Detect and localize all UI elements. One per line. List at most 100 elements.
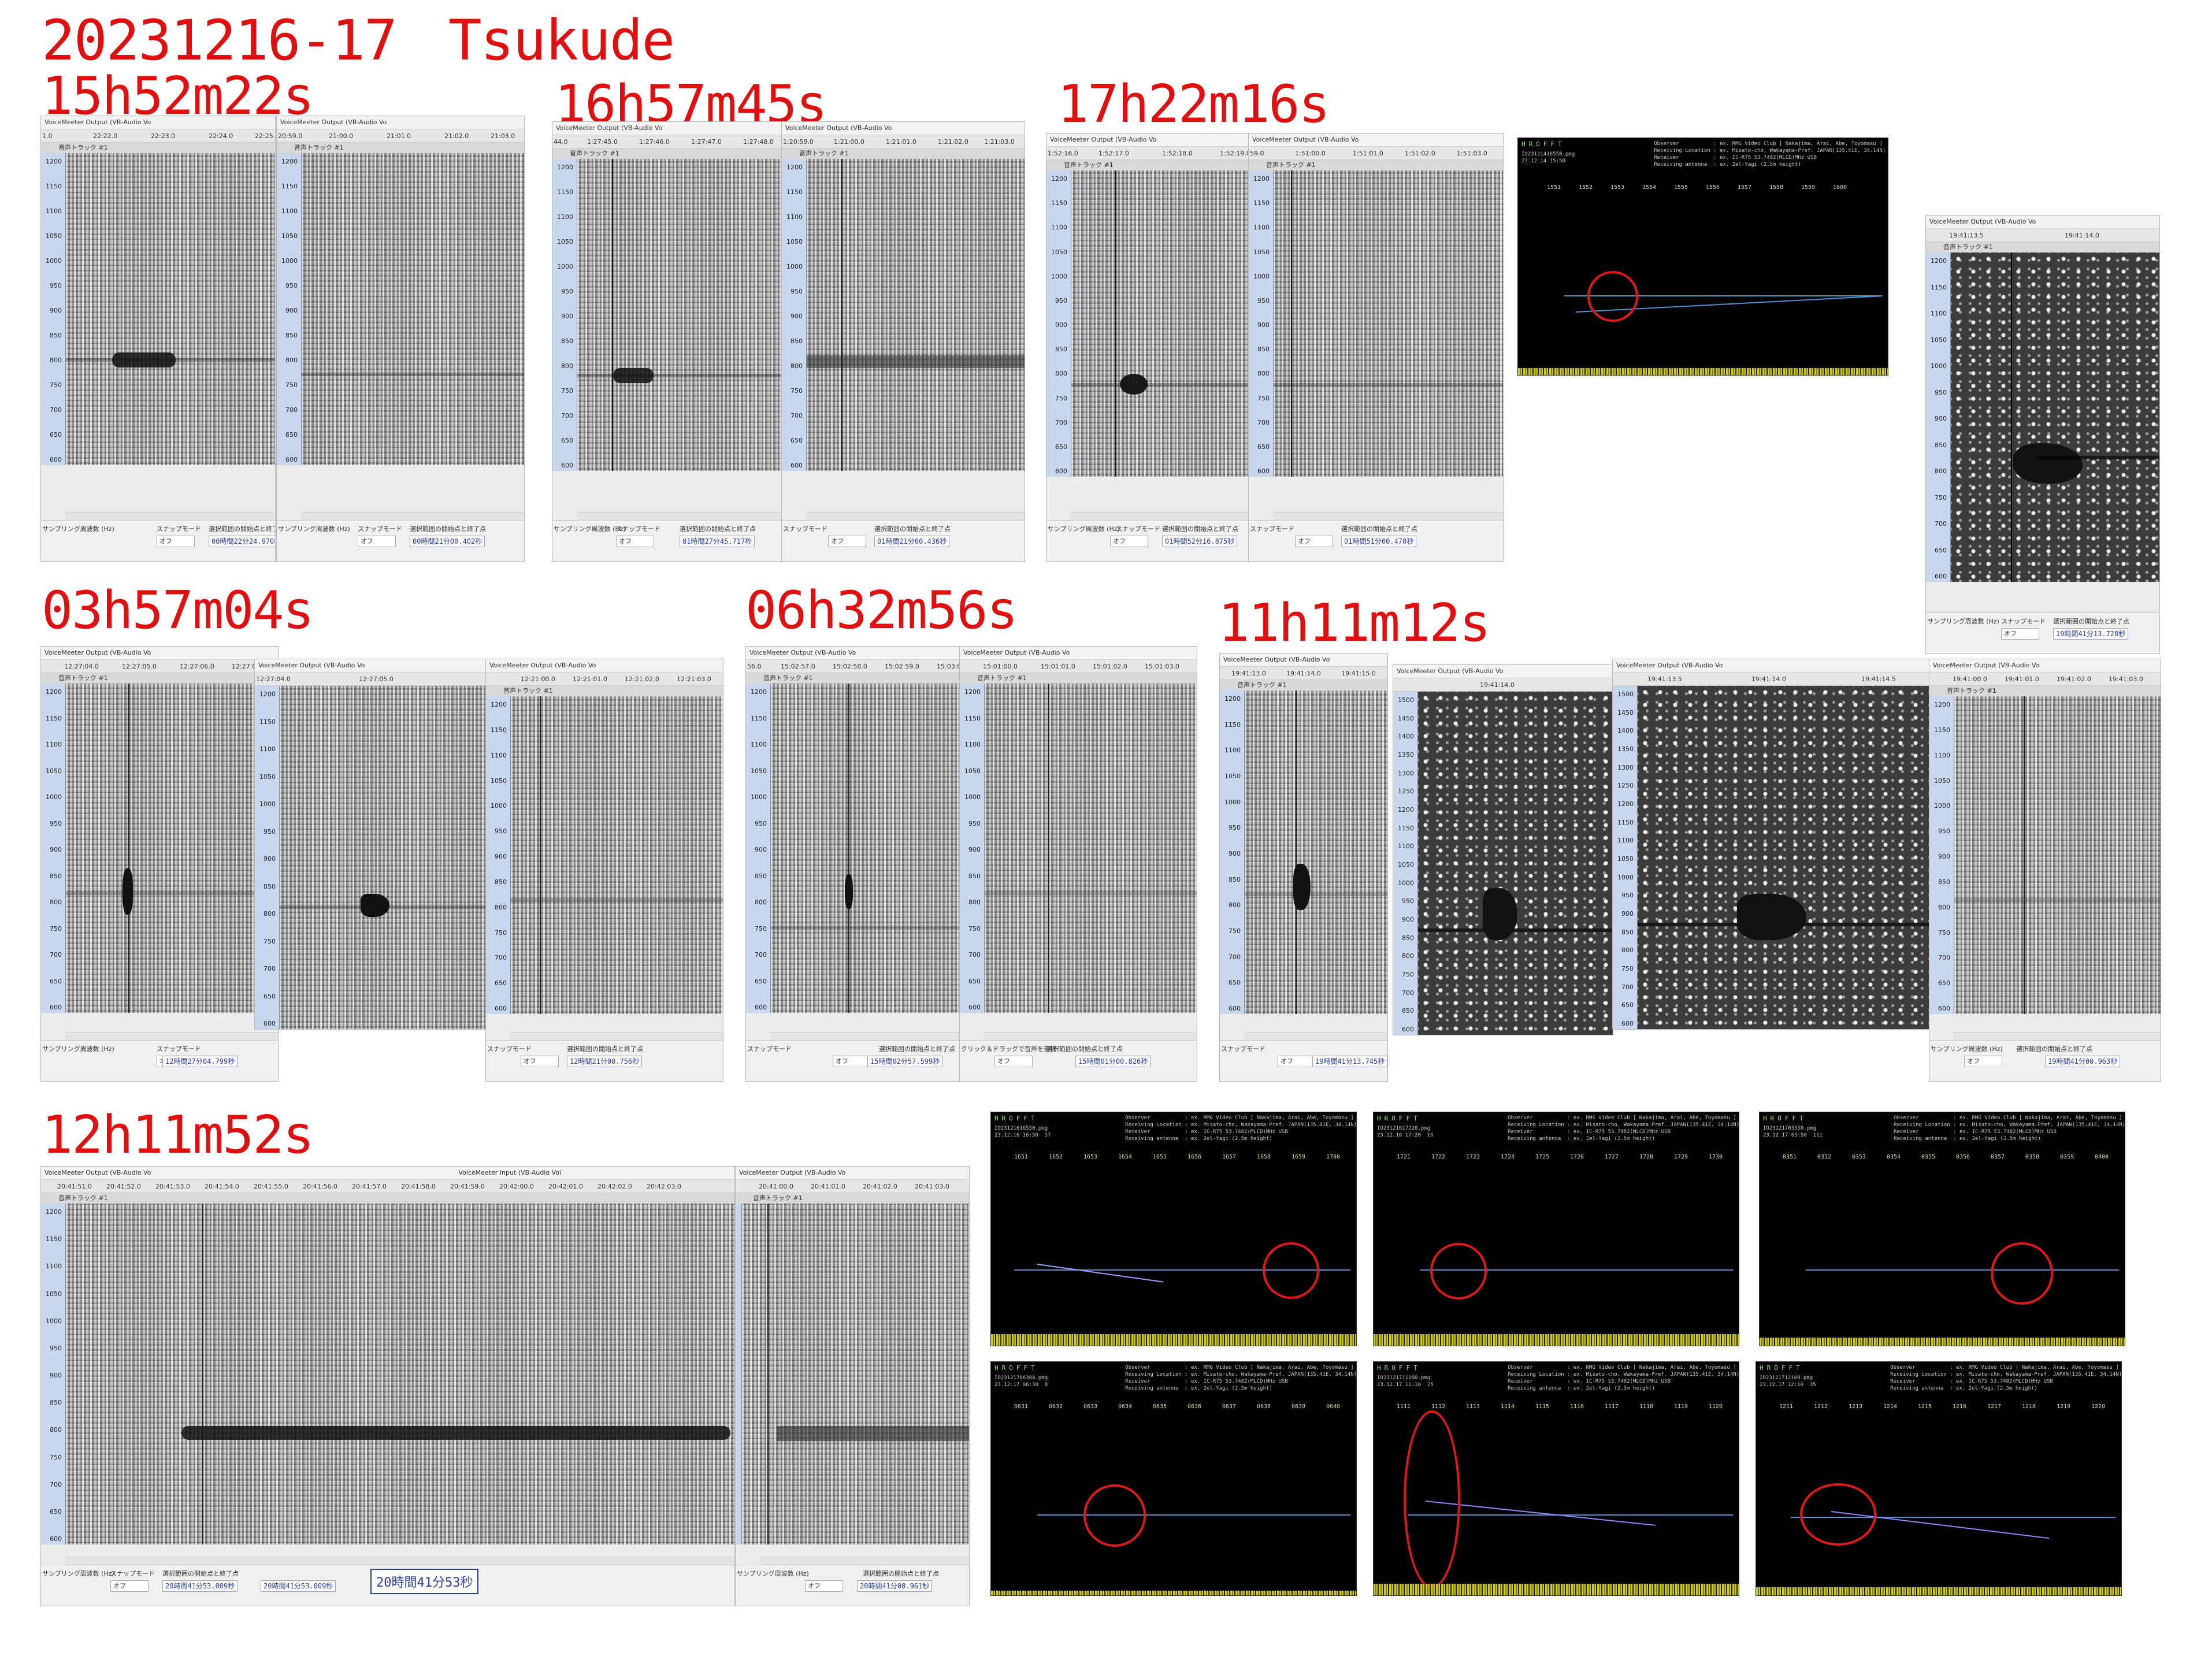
frequency-tick: 700	[1055, 418, 1067, 426]
frequency-tick: 1500	[1617, 690, 1634, 698]
frequency-tick: 800	[285, 357, 298, 364]
frequency-tick: 750	[968, 924, 981, 933]
frequency-tick: 800	[561, 362, 573, 370]
spectrogram-area[interactable]	[1071, 170, 1283, 477]
frequency-tick: 600	[755, 1004, 767, 1011]
frequency-tick: 600	[1229, 1005, 1241, 1012]
meteor-highlight-ring	[1587, 271, 1638, 322]
spectrogram-area[interactable]	[66, 684, 278, 1013]
frequency-tick: 1200	[46, 1208, 62, 1216]
spectrogram-area[interactable]	[511, 696, 723, 1014]
spectrogram-area[interactable]	[1951, 252, 2159, 582]
selection-start-field[interactable]: 00時間22分24.970秒	[209, 536, 275, 547]
frequency-tick: 1050	[964, 767, 981, 775]
horizontal-scrollbar[interactable]	[65, 512, 275, 521]
spectrogram-area[interactable]	[1418, 692, 1613, 1035]
spectrogram-area[interactable]	[742, 1204, 969, 1544]
frequency-tick: 1050	[46, 767, 62, 775]
frequency-tick: 1000	[46, 1317, 62, 1325]
frequency-tick: 1500	[1398, 696, 1414, 704]
frequency-tick: 950	[495, 827, 507, 835]
frequency-tick: 600	[1938, 1005, 1950, 1012]
frequency-tick: 800	[495, 903, 507, 911]
frequency-tick: 750	[1402, 971, 1414, 978]
frequency-tick: 900	[1257, 321, 1270, 329]
frequency-tick: 800	[50, 357, 62, 364]
frequency-tick: 1000	[1934, 802, 1950, 810]
frequency-axis: 1200 1150 1100 1050 1000 950 900 850 800 750 700 65…	[277, 153, 302, 465]
spectrogram-area[interactable]	[302, 153, 524, 465]
frequency-tick: 650	[50, 1507, 62, 1516]
spectrogram-panel-5b: VoiceMeeter Output (VB-Audio Vo 15:01:00…	[959, 646, 1197, 1082]
frequency-tick: 1000	[1224, 798, 1241, 806]
frequency-tick: 1000	[1617, 873, 1634, 881]
frequency-tick: 600	[495, 1005, 507, 1012]
hrofft-panel-0: HROFFT IO23121416550.pmg 23.12.14 15:50 …	[1517, 138, 1888, 376]
frequency-tick: 1200	[751, 688, 767, 696]
frequency-tick: 1450	[1617, 708, 1634, 716]
spectrogram-area[interactable]	[1245, 690, 1387, 1014]
frequency-tick: 950	[50, 1344, 62, 1352]
event-label-1: 15h52m22s	[42, 66, 314, 127]
spectrogram-area[interactable]	[577, 159, 789, 471]
frequency-tick: 1000	[1253, 272, 1270, 280]
snap-mode-select[interactable]: オフ	[157, 536, 195, 547]
spectrogram-panel-6a: VoiceMeeter Output (VB-Audio Vo 19:41:13…	[1219, 653, 1388, 1082]
frequency-tick: 950	[50, 819, 62, 827]
spectrogram-area[interactable]	[807, 159, 1025, 471]
spectrogram-panel-3a: VoiceMeeter Output (VB-Audio Vo 1:52:16.…	[1046, 133, 1284, 562]
frequency-tick: 700	[968, 951, 981, 959]
event-label-3: 17h22m16s	[1057, 74, 1330, 135]
frequency-tick: 1150	[491, 726, 507, 734]
time-ruler[interactable]: 20:59.0 21:00.0 21:01.0 21:02.0 21:03.0	[277, 129, 524, 143]
frequency-tick: 1000	[751, 793, 767, 801]
event-label-5: 06h32m56s	[745, 580, 1018, 641]
frequency-tick: 1150	[1617, 818, 1634, 826]
frequency-tick: 1100	[1398, 842, 1414, 851]
frequency-tick: 650	[561, 437, 573, 444]
frequency-tick: 750	[561, 387, 573, 395]
hrofft-panel-6: HROFFT IO23121712100.pmg 23.12.17 12:10 …	[1756, 1361, 2122, 1596]
spectrogram-area[interactable]	[771, 684, 989, 1013]
frequency-tick: 750	[755, 924, 767, 933]
frequency-tick: 700	[50, 951, 62, 959]
time-readout[interactable]: 20時間41分53秒	[370, 1569, 479, 1594]
spectrogram-area[interactable]	[66, 153, 275, 465]
frequency-tick: 1100	[46, 741, 62, 748]
frequency-tick: 1050	[491, 777, 507, 785]
spectrogram-panel-1a: VoiceMeeter Output (VB-Audio Vo 1.0 22:22…	[40, 116, 276, 562]
selection-start-field[interactable]: 00時間21分00.402秒	[410, 536, 485, 547]
event-label-7: 12h11m52s	[42, 1105, 314, 1165]
frequency-tick: 1000	[281, 257, 298, 265]
frequency-tick: 1300	[1398, 769, 1414, 777]
frequency-tick: 1400	[1398, 733, 1414, 741]
frequency-tick: 600	[1055, 467, 1067, 475]
frequency-tick: 850	[968, 872, 981, 880]
spectrogram-area[interactable]	[985, 684, 1197, 1013]
frequency-tick: 850	[1621, 928, 1634, 936]
time-ruler[interactable]: 1.022:22.022:23.022:24.022:25.0	[41, 129, 275, 143]
frequency-tick: 850	[755, 872, 767, 880]
frequency-tick: 950	[1055, 296, 1067, 305]
frequency-tick: 650	[495, 979, 507, 987]
frequency-tick: 1100	[1617, 837, 1634, 845]
frequency-tick: 1050	[46, 232, 62, 240]
frequency-tick: 700	[50, 406, 62, 414]
spectrogram-area[interactable]	[66, 1204, 734, 1544]
frequency-tick: 1000	[1931, 362, 1947, 370]
frequency-tick: 850	[1229, 875, 1241, 883]
device-select[interactable]: VoiceMeeter Output (VB-Audio Vo	[44, 118, 151, 126]
spectrogram-area[interactable]	[1274, 170, 1503, 477]
spectrogram-panel-7a: VoiceMeeter Output (VB-Audio Vo VoiceMeet…	[40, 1166, 735, 1606]
frequency-tick: 750	[1621, 965, 1634, 972]
spectrogram-area[interactable]	[1954, 696, 2161, 1014]
spectrogram-area[interactable]	[1638, 686, 1936, 1029]
spectrogram-area[interactable]	[280, 686, 487, 1029]
frequency-tick: 650	[1621, 1001, 1634, 1009]
frequency-tick: 700	[755, 951, 767, 959]
hrofft-panel-3: HROFFT IO23121703550.pmg 23.12.17 03:50 …	[1759, 1112, 2125, 1346]
frequency-tick: 1100	[557, 213, 573, 221]
frequency-tick: 600	[285, 456, 298, 463]
frequency-tick: 1150	[1934, 726, 1950, 734]
frequency-tick: 850	[1257, 346, 1270, 354]
